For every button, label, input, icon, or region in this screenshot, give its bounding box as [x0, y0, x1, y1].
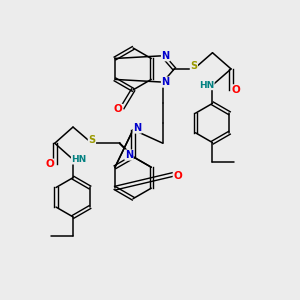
Text: N: N	[161, 51, 169, 61]
Text: O: O	[232, 85, 241, 95]
Text: HN: HN	[71, 155, 87, 164]
Text: N: N	[161, 77, 169, 87]
Text: O: O	[45, 159, 54, 169]
Text: S: S	[190, 61, 197, 70]
Text: O: O	[173, 171, 182, 181]
Text: N: N	[133, 123, 141, 133]
Text: S: S	[88, 135, 95, 145]
Text: N: N	[125, 150, 133, 160]
Text: O: O	[114, 104, 123, 115]
Text: HN: HN	[199, 81, 214, 90]
